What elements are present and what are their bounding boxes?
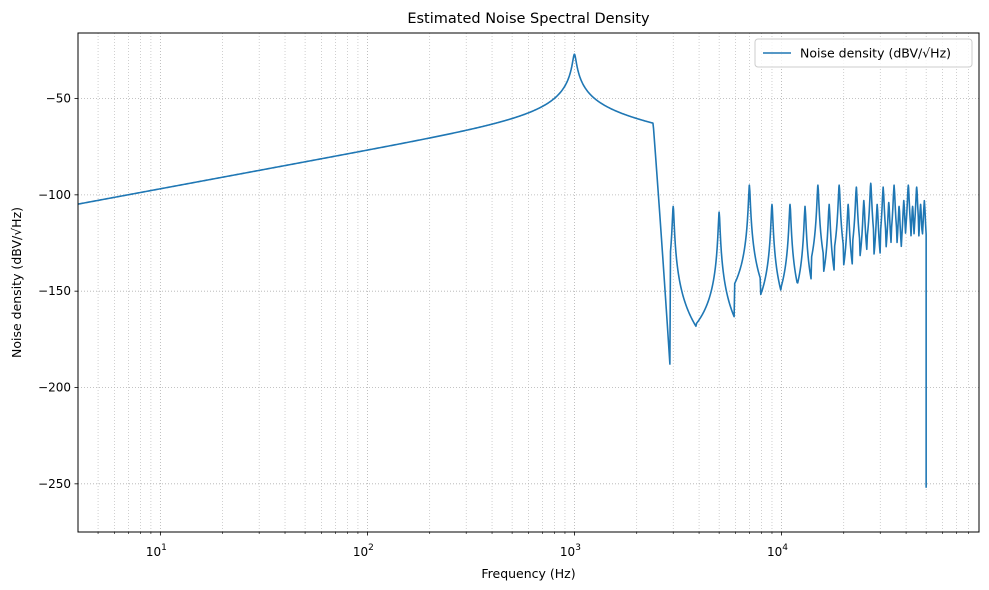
- major-grid: [78, 33, 979, 532]
- series-layer: [78, 53, 927, 488]
- y-tick-label: −200: [38, 381, 71, 395]
- x-axis-label: Frequency (Hz): [481, 566, 575, 581]
- noise-density-line: [78, 53, 927, 488]
- y-axis-ticks: −50 −100 −150 −200 −250: [38, 92, 78, 491]
- y-axis-label: Noise density (dBV/√Hz): [9, 207, 24, 358]
- legend-box: [754, 38, 973, 68]
- legend: Noise density (dBV/√Hz): [754, 38, 973, 68]
- y-tick-label: −150: [38, 284, 71, 298]
- y-tick-label: −50: [46, 92, 71, 106]
- legend-label: Noise density (dBV/√Hz): [800, 46, 951, 61]
- chart-title: Estimated Noise Spectral Density: [407, 11, 650, 27]
- y-tick-label: −250: [38, 477, 71, 491]
- y-tick-label: −100: [38, 188, 71, 202]
